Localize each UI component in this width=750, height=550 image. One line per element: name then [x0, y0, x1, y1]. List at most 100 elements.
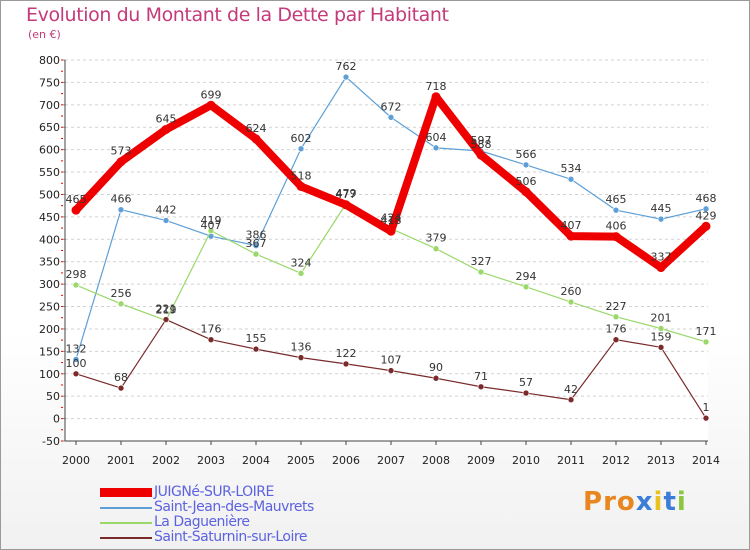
series-1-point-2 [162, 217, 170, 224]
series-3-point-13 [657, 344, 665, 351]
series-3-data-label-14: 1 [703, 401, 710, 414]
y-tick-label-1: 0 [53, 413, 60, 426]
series-3-data-label-4: 155 [246, 332, 267, 345]
x-tick-label-12: 2012 [602, 454, 630, 467]
y-tick-label-16: 750 [39, 76, 60, 89]
series-3-point-7 [387, 367, 395, 374]
series-0-point-2 [161, 124, 171, 134]
series-2-data-label-1: 256 [111, 287, 132, 300]
legend-label-0: JUIGNé-SUR-LOIRE [154, 484, 274, 500]
legend-swatch-2 [100, 521, 152, 524]
series-1-data-label-2: 442 [156, 203, 177, 216]
legend-label-3: Saint-Saturnin-sur-Loire [154, 529, 307, 545]
series-2-point-3 [207, 227, 215, 235]
series-3-point-9 [477, 383, 485, 391]
legend-label-2: La Daguenière [154, 514, 250, 530]
x-tick-label-5: 2005 [287, 454, 315, 467]
x-tick-label-11: 2011 [557, 454, 585, 467]
series-2-data-label-14: 171 [696, 325, 717, 338]
series-1-data-label-4: 386 [246, 229, 267, 242]
series-2-point-4 [252, 250, 260, 258]
legend-swatch-1 [100, 506, 152, 509]
series-1-point-1 [117, 206, 125, 214]
series-0-point-13 [656, 263, 666, 273]
legend-item-1: Saint-Jean-des-Mauvrets [100, 500, 314, 515]
logo-letter: x [635, 487, 654, 517]
x-tick-label-13: 2013 [647, 454, 675, 467]
series-3-point-4 [252, 345, 260, 353]
series-0-point-9 [476, 150, 486, 160]
series-0-data-label-10: 506 [516, 175, 537, 188]
x-tick-label-3: 2003 [197, 454, 225, 467]
series-3-data-label-3: 176 [201, 323, 222, 336]
legend-item-3: Saint-Saturnin-sur-Loire [100, 530, 314, 545]
series-0-data-label-2: 645 [156, 112, 177, 125]
series-3-point-3 [207, 336, 215, 343]
series-3-point-14 [702, 414, 710, 422]
series-3-point-0 [72, 370, 80, 378]
series-0-data-label-0: 465 [66, 193, 87, 206]
series-0-data-label-3: 699 [201, 88, 222, 101]
series-2-point-1 [117, 300, 125, 308]
series-2-data-label-8: 379 [426, 232, 447, 245]
data-labels: 132 466 442 407 386 602 762 672 604 597 566 534 465 4… [66, 60, 717, 414]
y-tick-label-4: 150 [39, 345, 60, 358]
series-0-data-label-7: 418 [381, 214, 402, 227]
logo-letter: o [616, 487, 636, 517]
series-0-point-3 [206, 100, 216, 110]
legend-label-1: Saint-Jean-des-Mauvrets [154, 499, 314, 515]
series-0-point-7 [386, 226, 396, 236]
series-1-data-label-7: 672 [381, 100, 402, 113]
series-3-data-label-11: 42 [564, 383, 578, 396]
x-tick-label-1: 2001 [107, 454, 135, 467]
series-2-data-label-13: 201 [651, 311, 672, 324]
series-1-point-12 [612, 206, 620, 214]
series-0-point-4 [251, 134, 261, 144]
series-0-data-label-13: 337 [651, 251, 672, 264]
series-0-data-label-5: 518 [291, 169, 312, 182]
series-0 [71, 92, 711, 273]
series-0-point-5 [296, 181, 306, 191]
series-0-data-label-11: 407 [561, 219, 582, 232]
series-3-point-11 [567, 396, 575, 404]
y-tick-label-12: 550 [39, 166, 60, 179]
x-tick-label-14: 2014 [692, 454, 720, 467]
series-1-point-7 [387, 114, 395, 121]
series-2-point-14 [702, 338, 710, 346]
series-3-point-2 [162, 316, 170, 323]
series-3-data-label-1: 68 [114, 371, 128, 384]
series-0-data-label-14: 429 [696, 209, 717, 222]
x-tick-label-9: 2009 [467, 454, 495, 467]
series-1-data-label-1: 466 [111, 193, 132, 206]
series-3-point-6 [342, 360, 350, 368]
series-0-point-10 [521, 187, 531, 197]
y-tick-label-7: 300 [39, 278, 60, 291]
chart-subtitle: (en €) [28, 28, 61, 41]
series-0-point-0 [71, 205, 81, 215]
legend-item-0: JUIGNé-SUR-LOIRE [100, 485, 314, 500]
series-2-data-label-4: 367 [246, 237, 267, 250]
series-2-point-10 [522, 283, 530, 291]
y-tick-label-2: 50 [46, 390, 60, 403]
series-3-point-1 [117, 384, 125, 392]
series-3-data-label-5: 136 [291, 341, 312, 354]
legend-swatch-0 [100, 488, 152, 497]
series-3-data-label-7: 107 [381, 354, 402, 367]
series-2-point-9 [477, 268, 485, 276]
series-2-data-label-7: 424 [381, 212, 402, 225]
series-1-point-11 [567, 175, 575, 183]
series-2-data-label-5: 324 [291, 256, 312, 269]
logo-letter: r [603, 487, 617, 517]
series-3-data-label-9: 71 [474, 370, 488, 383]
series-0-point-1 [116, 157, 126, 167]
series-1-data-label-14: 468 [696, 192, 717, 205]
series-3-point-5 [297, 354, 305, 361]
logo-letter: t [663, 487, 677, 517]
logo-letter: i [653, 487, 664, 517]
series-1-data-label-12: 465 [606, 193, 627, 206]
series-2-data-label-2: 219 [156, 303, 177, 316]
series-1-data-label-9: 597 [471, 134, 492, 147]
legend-item-2: La Daguenière [100, 515, 314, 530]
logo-letter: P [583, 487, 604, 517]
